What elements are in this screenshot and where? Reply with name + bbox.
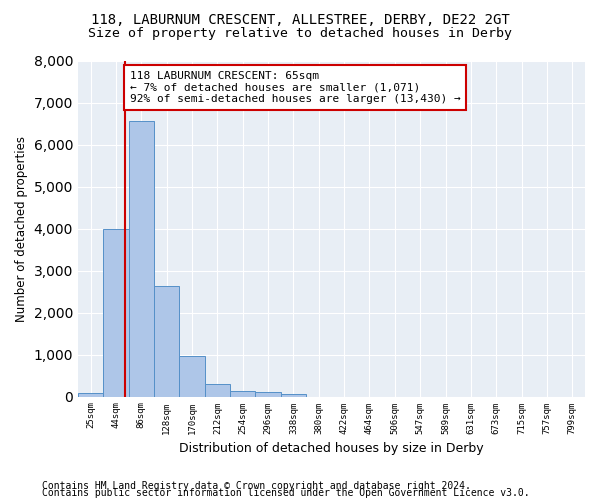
Bar	[256, 392, 281, 396]
Text: Contains HM Land Registry data © Crown copyright and database right 2024.: Contains HM Land Registry data © Crown c…	[42, 481, 471, 491]
Bar	[78, 394, 103, 396]
Bar	[230, 391, 256, 396]
Y-axis label: Number of detached properties: Number of detached properties	[15, 136, 28, 322]
Bar	[128, 122, 154, 396]
Text: 118, LABURNUM CRESCENT, ALLESTREE, DERBY, DE22 2GT: 118, LABURNUM CRESCENT, ALLESTREE, DERBY…	[91, 12, 509, 26]
Bar	[205, 384, 230, 396]
Text: Size of property relative to detached houses in Derby: Size of property relative to detached ho…	[88, 28, 512, 40]
Text: Contains public sector information licensed under the Open Government Licence v3: Contains public sector information licen…	[42, 488, 530, 498]
Text: 118 LABURNUM CRESCENT: 65sqm
← 7% of detached houses are smaller (1,071)
92% of : 118 LABURNUM CRESCENT: 65sqm ← 7% of det…	[130, 71, 461, 104]
Bar	[154, 286, 179, 397]
Bar	[179, 356, 205, 397]
Bar	[281, 394, 306, 396]
Bar	[103, 230, 128, 396]
X-axis label: Distribution of detached houses by size in Derby: Distribution of detached houses by size …	[179, 442, 484, 455]
